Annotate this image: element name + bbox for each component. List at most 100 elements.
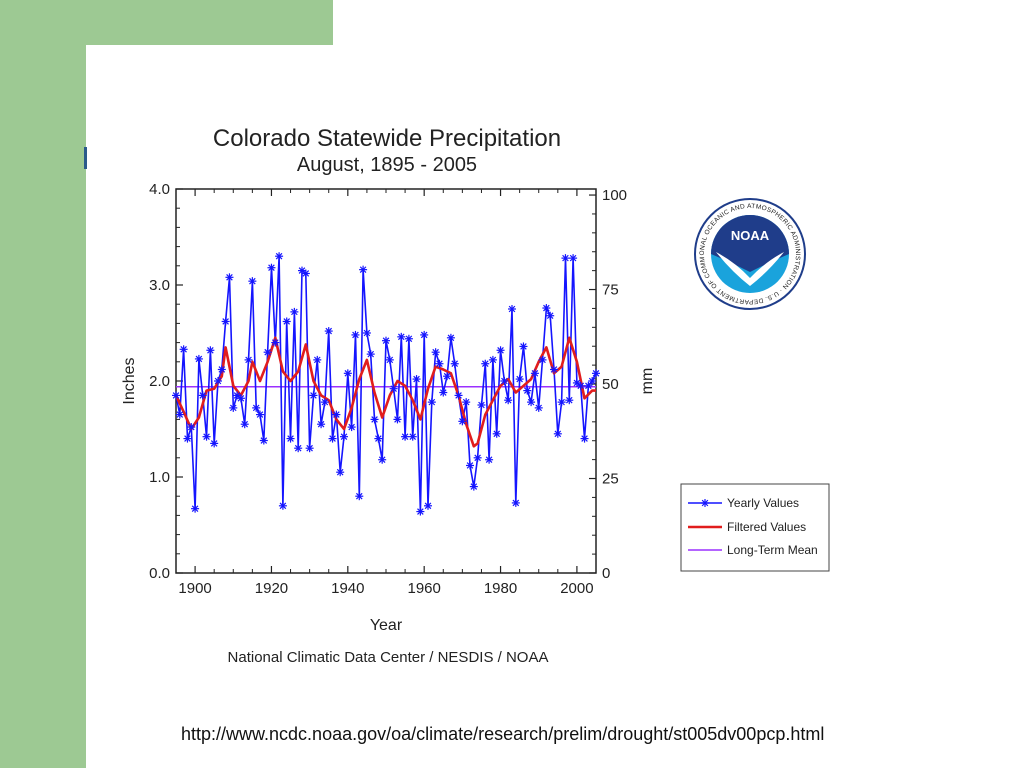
yearly-point <box>290 307 299 316</box>
yearly-point <box>557 398 566 407</box>
yearly-point <box>305 444 314 453</box>
series-yearly-values-line <box>175 256 597 512</box>
yearly-point <box>366 350 375 359</box>
yearly-point <box>477 401 486 409</box>
yearly-point <box>229 403 238 412</box>
yearly-point <box>401 432 410 441</box>
yearly-point <box>252 403 261 412</box>
yearly-point <box>431 348 440 357</box>
yearly-point <box>569 254 578 263</box>
chart-credit: National Climatic Data Center / NESDIS /… <box>228 649 549 666</box>
yearly-point <box>278 501 287 510</box>
yearly-point <box>420 330 429 339</box>
yearly-point <box>340 432 348 441</box>
yearly-point <box>343 369 352 378</box>
yearly-point <box>236 394 245 403</box>
yearly-point <box>530 369 539 378</box>
yearly-point <box>462 398 471 407</box>
yearly-point <box>550 365 558 374</box>
x-axis-label: Year <box>370 617 403 634</box>
yearly-point <box>473 453 482 462</box>
yearly-point <box>210 439 219 448</box>
x-tick-label: 1960 <box>407 580 440 597</box>
yearly-point <box>397 332 406 341</box>
yearly-point <box>217 365 226 374</box>
yearly-point <box>256 410 264 419</box>
yearly-point <box>481 359 490 368</box>
yearly-point <box>378 455 387 464</box>
yearly-point <box>286 434 295 443</box>
yearly-point <box>172 391 180 400</box>
yearly-point <box>496 346 505 355</box>
yearly-point <box>492 429 501 438</box>
logo-bird <box>716 252 784 286</box>
yearly-point <box>519 342 528 351</box>
yearly-point <box>580 434 589 443</box>
yearly-point <box>542 304 551 313</box>
source-url-link[interactable]: http://www.ncdc.noaa.gov/oa/climate/rese… <box>181 724 825 744</box>
yearly-point <box>576 381 585 390</box>
yearly-point <box>404 334 413 343</box>
yearly-point <box>370 415 379 424</box>
yearly-point <box>202 432 211 441</box>
yearly-point <box>527 398 536 407</box>
yearly-point <box>225 273 234 282</box>
yearly-point <box>523 386 532 395</box>
yearly-point <box>416 507 425 516</box>
yearly-point <box>259 436 268 445</box>
yearly-point <box>336 468 345 477</box>
yearly-point <box>546 311 555 320</box>
legend: Yearly Values Filtered Values Long-Term … <box>680 483 830 572</box>
yearly-point <box>389 384 398 393</box>
yearly-point <box>446 333 455 342</box>
yearly-point <box>534 403 543 412</box>
legend-marker-yearly <box>701 499 709 507</box>
yearly-point <box>320 398 329 407</box>
y-right-tick-label: 100 <box>602 187 627 204</box>
yearly-point <box>198 391 207 400</box>
yearly-point <box>469 482 478 491</box>
y-right-tick-label: 50 <box>602 376 619 393</box>
yearly-point <box>309 391 318 400</box>
yearly-point <box>412 375 421 384</box>
yearly-point <box>175 410 184 419</box>
yearly-point <box>385 355 394 364</box>
x-tick-label: 1920 <box>255 580 288 597</box>
y-right-tick-label: 75 <box>602 282 619 299</box>
yearly-point <box>565 396 574 405</box>
yearly-point <box>450 359 459 368</box>
title-marker <box>84 147 87 169</box>
yearly-point <box>317 420 326 429</box>
yearly-point <box>267 263 276 272</box>
y-right-tick-label: 25 <box>602 471 619 488</box>
legend-star-glyph <box>701 499 709 507</box>
yearly-point <box>435 359 444 368</box>
yearly-point <box>214 377 222 385</box>
yearly-point <box>515 375 524 384</box>
yearly-point <box>271 338 280 347</box>
yearly-point <box>194 354 203 363</box>
yearly-point <box>553 429 562 438</box>
yearly-point <box>332 410 341 419</box>
yearly-point <box>328 434 337 443</box>
yearly-point <box>282 317 291 326</box>
yearly-point <box>439 388 448 397</box>
y-tick-label: 3.0 <box>149 277 170 294</box>
legend-label-yearly: Yearly Values <box>727 496 799 510</box>
x-tick-label: 2000 <box>560 580 593 597</box>
yearly-point <box>466 461 474 470</box>
yearly-point <box>294 444 303 453</box>
yearly-point <box>359 265 368 274</box>
yearly-point <box>588 377 597 385</box>
yearly-point <box>458 417 467 426</box>
y-right-tick-label: 0 <box>602 565 610 582</box>
yearly-point <box>206 346 215 355</box>
yearly-point <box>382 336 390 345</box>
yearly-point <box>347 423 356 432</box>
yearly-point <box>424 501 432 510</box>
plot-frame <box>175 188 597 574</box>
x-tick-label: 1980 <box>484 580 517 597</box>
yearly-point <box>485 455 494 464</box>
chart-title: Colorado Statewide Precipitation <box>213 125 561 152</box>
yearly-point <box>538 355 547 364</box>
